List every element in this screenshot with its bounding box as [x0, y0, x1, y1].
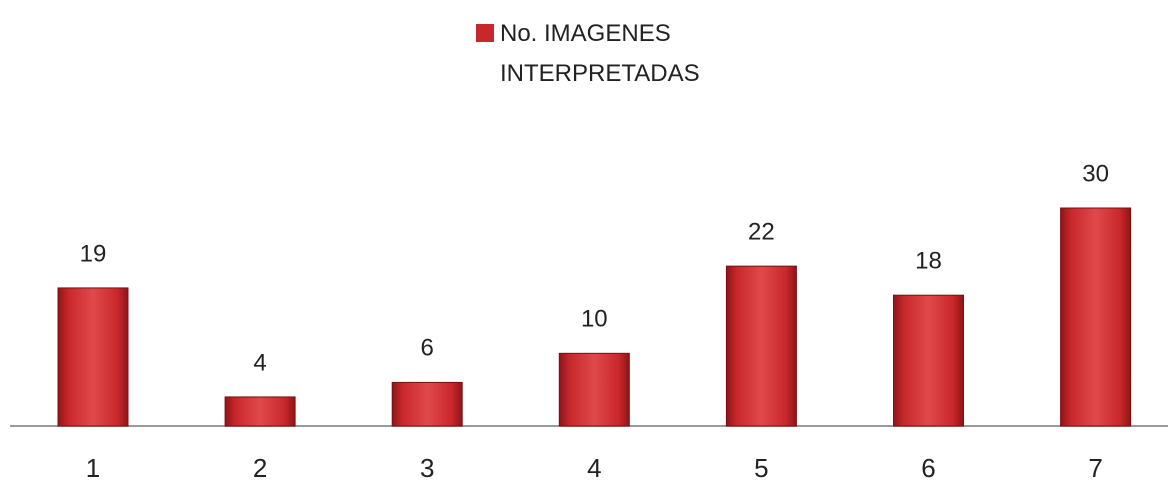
data-label: 22 — [748, 218, 775, 245]
bar — [391, 381, 463, 427]
data-label: 10 — [581, 306, 608, 333]
legend: No. IMAGENES INTERPRETADAS — [476, 14, 776, 94]
bar — [558, 352, 630, 427]
x-tick-label: 4 — [587, 453, 601, 483]
data-label: 18 — [915, 248, 942, 275]
x-tick-label: 5 — [754, 453, 768, 483]
bar — [224, 396, 296, 427]
bar — [1060, 207, 1132, 427]
x-tick-label: 2 — [253, 453, 267, 483]
x-tick-label: 7 — [1088, 453, 1102, 483]
bar — [893, 294, 964, 427]
legend-label: No. IMAGENES INTERPRETADAS — [500, 20, 700, 87]
data-label: 30 — [1082, 160, 1109, 187]
x-tick-label: 6 — [921, 453, 935, 483]
data-label: 19 — [80, 240, 107, 267]
x-tick-label: 1 — [86, 453, 100, 483]
data-label: 6 — [421, 335, 434, 362]
legend-swatch — [476, 24, 494, 42]
bar — [725, 265, 797, 427]
bar — [57, 287, 129, 427]
data-label: 4 — [253, 349, 266, 376]
x-tick-label: 3 — [420, 453, 434, 483]
